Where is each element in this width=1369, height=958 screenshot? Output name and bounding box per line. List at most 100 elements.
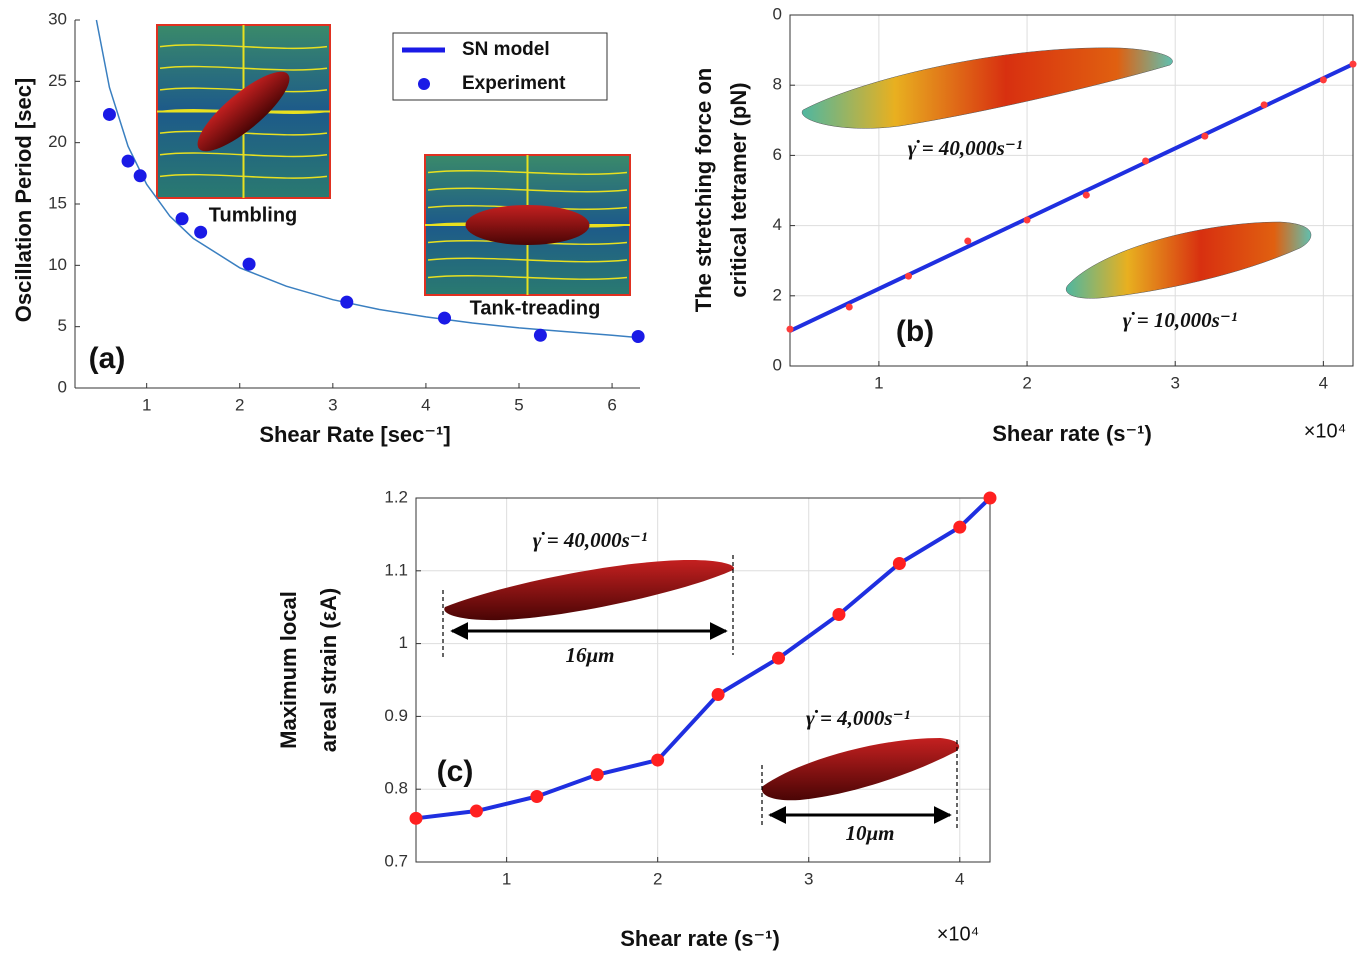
data-point <box>845 303 853 311</box>
annotation: 10μm <box>845 821 894 845</box>
data-point <box>530 789 544 803</box>
x-tick-label: 4 <box>1319 373 1328 392</box>
data-point <box>533 328 547 342</box>
annotation: 16μm <box>565 643 614 667</box>
data-point <box>590 768 604 782</box>
y-tick-label: 0 <box>773 4 782 23</box>
y-tick-label: 0.9 <box>384 706 408 725</box>
x-tick-label: 1 <box>502 869 511 888</box>
y-tick-label: 1.2 <box>384 487 408 506</box>
data-point <box>651 753 665 767</box>
data-point <box>953 520 967 534</box>
y-tick-label: 0.7 <box>384 851 408 870</box>
x-multiplier: ×10⁴ <box>937 923 980 945</box>
x-axis-label: Shear rate (s⁻¹) <box>992 421 1152 446</box>
annotation: Tumbling <box>209 204 298 226</box>
y-tick-label: 1.1 <box>384 560 408 579</box>
x-multiplier: ×10⁴ <box>1304 420 1347 442</box>
data-point <box>905 272 913 280</box>
y-tick-label: 2 <box>773 285 782 304</box>
data-point <box>892 557 906 571</box>
data-point <box>1082 191 1090 199</box>
x-axis-label: Shear rate (s⁻¹) <box>620 926 780 951</box>
cell <box>444 560 735 621</box>
annotation: γ̇ = 40,000s⁻¹ <box>533 528 648 552</box>
x-tick-label: 4 <box>955 869 964 888</box>
annotation: γ̇ = 4,000s⁻¹ <box>806 706 910 730</box>
y-tick-label: 0.8 <box>384 779 408 798</box>
x-axis-label: Shear Rate [sec⁻¹] <box>259 422 450 447</box>
x-tick-label: 3 <box>804 869 813 888</box>
data-point <box>121 154 135 168</box>
data-point <box>194 225 208 239</box>
y-axis-label: areal strain (εA) <box>316 588 341 753</box>
legend-box <box>392 32 608 101</box>
x-tick-label: 5 <box>514 395 523 414</box>
y-tick-label: 30 <box>48 9 67 28</box>
data-point <box>1142 157 1150 165</box>
plot-frame <box>789 14 1354 367</box>
annotation: γ̇ = 40,000s⁻¹ <box>908 136 1023 160</box>
data-point <box>983 491 997 505</box>
y-tick-label: 20 <box>48 132 67 151</box>
y-axis-label: Oscillation Period [sec] <box>11 78 36 323</box>
x-tick-label: 1 <box>142 395 151 414</box>
data-point <box>1349 60 1357 68</box>
cell <box>801 47 1173 129</box>
annotation: (b) <box>896 315 934 348</box>
data-point <box>469 804 483 818</box>
annotation: Tank-treading <box>470 297 601 319</box>
data-point <box>832 607 846 621</box>
data-point <box>711 688 725 702</box>
data-point <box>1319 76 1327 84</box>
data-point <box>340 295 354 309</box>
data-point <box>102 107 116 121</box>
annotation: γ̇ = 10,000s⁻¹ <box>1123 308 1238 332</box>
x-tick-label: 3 <box>1170 373 1179 392</box>
x-tick-label: 2 <box>235 395 244 414</box>
data-point <box>1201 132 1209 140</box>
y-tick-label: 0 <box>58 377 67 396</box>
cell <box>1066 221 1312 299</box>
x-tick-label: 3 <box>328 395 337 414</box>
x-tick-label: 2 <box>1022 373 1031 392</box>
x-tick-label: 2 <box>653 869 662 888</box>
cell <box>761 738 960 801</box>
plot-frame <box>415 497 991 863</box>
y-tick-label: 1 <box>399 633 408 652</box>
data-point <box>772 651 786 665</box>
x-tick-label: 1 <box>874 373 883 392</box>
x-tick-label: 6 <box>607 395 616 414</box>
annotation: (a) <box>89 342 126 375</box>
y-tick-label: 0 <box>773 355 782 374</box>
y-tick-label: 5 <box>58 316 67 335</box>
y-axis-label: critical tetramer (pN) <box>726 82 751 297</box>
data-point <box>175 212 189 226</box>
legend-swatch <box>418 78 430 90</box>
cell <box>197 71 290 152</box>
data-point <box>133 169 147 183</box>
y-tick-label: 6 <box>773 145 782 164</box>
y-axis-label: Maximum local <box>276 591 301 749</box>
data-point <box>438 311 452 325</box>
data-point <box>1023 216 1031 224</box>
data-point <box>786 325 794 333</box>
data-point <box>409 811 423 825</box>
y-tick-label: 4 <box>773 215 782 234</box>
data-point <box>1260 101 1268 109</box>
y-tick-label: 15 <box>48 193 67 212</box>
y-tick-label: 25 <box>48 71 67 90</box>
annotation: (c) <box>437 755 474 788</box>
y-tick-label: 10 <box>48 255 67 274</box>
data-point <box>964 237 972 245</box>
y-tick-label: 8 <box>773 75 782 94</box>
data-point <box>631 329 645 343</box>
legend-label: Experiment <box>462 73 566 94</box>
legend-label: SN model <box>462 39 550 60</box>
data-point <box>242 257 256 271</box>
x-tick-label: 4 <box>421 395 430 414</box>
cell <box>465 205 590 245</box>
y-axis-label: The stretching force on <box>691 68 716 312</box>
